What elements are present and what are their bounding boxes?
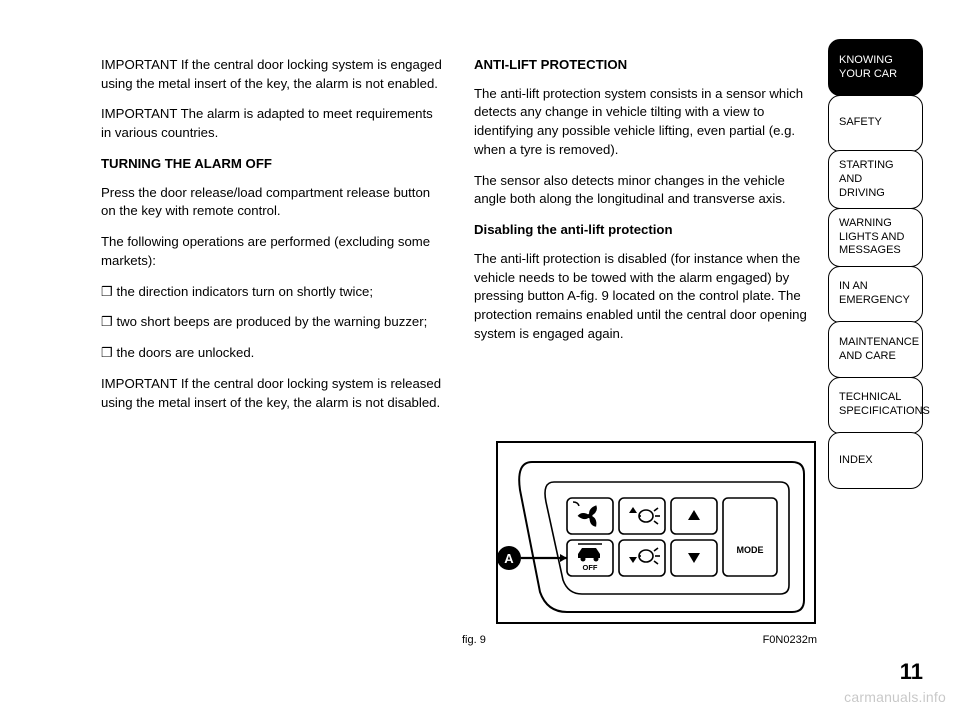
page-number: 11 <box>900 659 923 685</box>
para: IMPORTANT If the central door locking sy… <box>101 375 446 412</box>
subheading-disabling: Disabling the anti-lift protection <box>474 221 819 240</box>
para: The anti-lift protection system consists… <box>474 85 819 160</box>
left-column: IMPORTANT If the central door locking sy… <box>101 56 446 424</box>
content-columns: IMPORTANT If the central door locking sy… <box>101 56 819 424</box>
callout-a: A <box>504 551 514 566</box>
mode-label: MODE <box>737 545 764 555</box>
section-tab[interactable]: SAFETY <box>828 95 923 152</box>
figure-9: MODE <box>462 440 817 646</box>
section-tabs: KNOWING YOUR CARSAFETYSTARTING AND DRIVI… <box>828 39 923 488</box>
para: The sensor also detects minor changes in… <box>474 172 819 209</box>
control-panel-diagram: MODE <box>462 440 817 625</box>
right-column: ANTI-LIFT PROTECTION The anti-lift prote… <box>474 56 819 424</box>
para: IMPORTANT If the central door locking sy… <box>101 56 446 93</box>
section-tab[interactable]: WARNING LIGHTS AND MESSAGES <box>828 208 923 267</box>
figure-code: F0N0232m <box>763 634 817 646</box>
section-tab[interactable]: STARTING AND DRIVING <box>828 150 923 209</box>
bullet: ❒ the direction indicators turn on short… <box>101 283 446 302</box>
heading-anti-lift: ANTI-LIFT PROTECTION <box>474 56 819 75</box>
figure-label: fig. 9 <box>462 634 486 646</box>
section-tab[interactable]: MAINTENANCE AND CARE <box>828 321 923 378</box>
bullet: ❒ two short beeps are produced by the wa… <box>101 313 446 332</box>
para: The anti-lift protection is disabled (fo… <box>474 250 819 344</box>
bullet: ❒ the doors are unlocked. <box>101 344 446 363</box>
para: IMPORTANT The alarm is adapted to meet r… <box>101 105 446 142</box>
off-label: OFF <box>583 563 598 572</box>
heading-turning-off: TURNING THE ALARM OFF <box>101 155 446 174</box>
page: IMPORTANT If the central door locking sy… <box>0 0 960 709</box>
watermark: carmanuals.info <box>844 689 946 705</box>
figure-caption-row: fig. 9 F0N0232m <box>462 634 817 646</box>
para: Press the door release/load compartment … <box>101 184 446 221</box>
section-tab[interactable]: IN AN EMERGENCY <box>828 266 923 323</box>
section-tab[interactable]: TECHNICAL SPECIFICATIONS <box>828 377 923 434</box>
para: The following operations are performed (… <box>101 233 446 270</box>
section-tab[interactable]: INDEX <box>828 432 923 489</box>
section-tab[interactable]: KNOWING YOUR CAR <box>828 39 923 96</box>
